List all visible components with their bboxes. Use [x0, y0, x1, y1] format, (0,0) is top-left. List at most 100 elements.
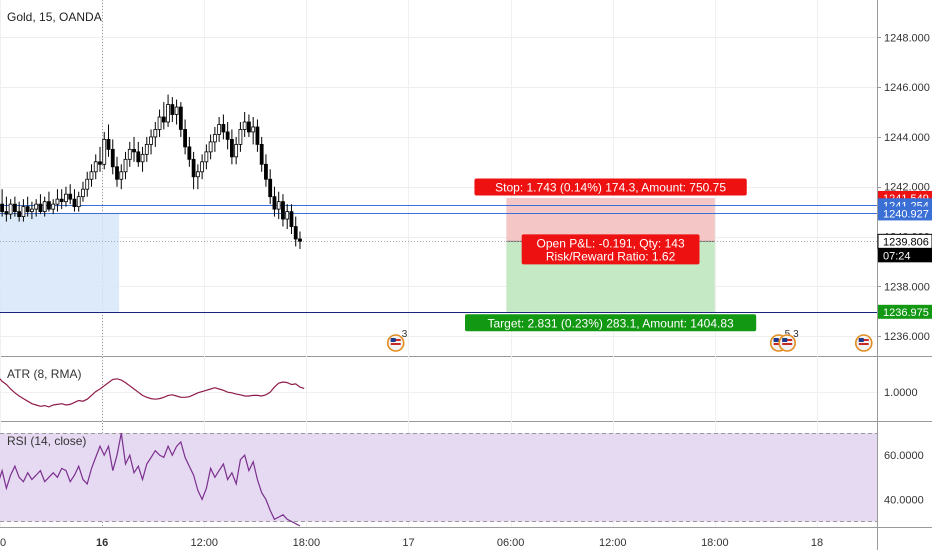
stop-info-badge-background: [474, 178, 747, 196]
candle: [34, 199, 39, 217]
candle: [268, 169, 273, 205]
time-axis-tick-label[interactable]: 16: [96, 537, 108, 549]
candle: [115, 156, 119, 187]
candle-body-down: [264, 163, 268, 180]
candle: [161, 102, 166, 130]
time-axis[interactable]: 00 16 12:00 18:00 17 06:00 12:00 18:00 18: [0, 537, 823, 549]
price-axis-tick-label[interactable]: 1236.000: [884, 331, 930, 343]
candle: [21, 199, 26, 222]
candle-body-up: [89, 171, 94, 180]
candle: [255, 119, 260, 152]
candle: [166, 94, 170, 127]
candle: [72, 189, 77, 212]
candle-body-up: [30, 208, 34, 213]
axis-price-label-background: [878, 206, 932, 221]
candle-body-down: [72, 198, 77, 208]
candle-body-up: [285, 211, 290, 220]
event-flag-canton: [773, 338, 779, 342]
candle-body-down: [59, 198, 64, 203]
candle-body-down: [293, 226, 298, 240]
time-axis-tick-label[interactable]: 18: [811, 537, 823, 549]
candle: [289, 204, 294, 235]
position-labels[interactable]: Stop: 1.743 (0.14%) 174.3, Amount: 750.7…: [386, 178, 873, 352]
time-axis-tick-label[interactable]: 18:00: [293, 537, 321, 549]
axis-price-label-background: [878, 304, 932, 319]
candle-body-down: [268, 178, 273, 198]
price-axis-tick-label[interactable]: 1244.000: [884, 132, 930, 144]
time-axis-tick-label[interactable]: 00: [0, 537, 6, 549]
candle: [123, 151, 128, 180]
candle-body-up: [55, 198, 60, 205]
candle-body-down: [4, 211, 9, 215]
price-axis-tick-label[interactable]: 1242.000: [884, 182, 930, 194]
candle-body-up: [34, 203, 39, 210]
candle-body-down: [12, 203, 17, 213]
candle-body-down: [229, 139, 234, 158]
rsi-axis-tick-label[interactable]: 40.0000: [884, 494, 924, 506]
candle-body-up: [42, 201, 47, 213]
time-axis-tick-label[interactable]: 06:00: [497, 537, 525, 549]
rsi-indicator-title[interactable]: RSI (14, close): [7, 434, 86, 448]
candle-body-down: [255, 126, 260, 145]
candle: [251, 117, 256, 145]
event-flag-canton: [858, 338, 864, 342]
candle: [276, 191, 281, 220]
event-flag-canton: [390, 338, 396, 342]
candle: [174, 99, 179, 125]
axis-price-label[interactable]: 1240.927: [878, 206, 932, 221]
candle-body-up: [238, 129, 243, 145]
candle-body-up: [251, 126, 256, 133]
price-axis-tick-label[interactable]: 1246.000: [884, 82, 930, 94]
candle-body-up: [81, 188, 85, 198]
candle: [204, 144, 209, 170]
rsi-axis-tick-label[interactable]: 60.0000: [884, 450, 924, 462]
economic-event-marker[interactable]: 3: [386, 329, 408, 352]
target-info-badge[interactable]: Target: 2.831 (0.23%) 283.1, Amount: 140…: [464, 314, 757, 332]
time-axis-tick-label[interactable]: 12:00: [190, 537, 218, 549]
price-axis-tick-label[interactable]: 1238.000: [884, 281, 930, 293]
range-box: [0, 213, 120, 312]
atr-indicator-title[interactable]: ATR (8, RMA): [7, 367, 81, 381]
candle-body-down: [170, 104, 175, 115]
axis-price-label-background: [878, 248, 932, 263]
stop-info-badge-text: Stop: 1.743 (0.14%) 174.3, Amount: 750.7…: [495, 180, 726, 194]
time-axis-tick-label[interactable]: 17: [402, 537, 414, 549]
candle: [0, 189, 5, 217]
candle-body-down: [221, 124, 226, 133]
stop-info-badge[interactable]: Stop: 1.743 (0.14%) 174.3, Amount: 750.7…: [474, 178, 747, 196]
time-axis-tick-label[interactable]: 18:00: [701, 537, 729, 549]
candle: [149, 129, 153, 155]
candle: [298, 231, 302, 249]
candle-body-down: [183, 129, 187, 148]
economic-event-marker[interactable]: 3: [778, 329, 799, 352]
pnl-info-badge-background: [521, 234, 700, 265]
axis-price-label[interactable]: 1239.806: [877, 233, 932, 249]
price-axis-tick-label[interactable]: 1248.000: [884, 32, 930, 44]
candle-body-down: [161, 116, 166, 123]
event-count-badge: 3: [402, 329, 408, 340]
candle: [8, 199, 13, 220]
candle: [195, 164, 200, 190]
candle: [59, 189, 64, 210]
candle: [110, 139, 115, 175]
price-axes[interactable]: 1236.0001238.0001240.0001242.0001244.000…: [877, 32, 932, 506]
axis-price-label[interactable]: 07:24: [878, 248, 932, 262]
chart-title[interactable]: Gold, 15, OANDA: [7, 10, 102, 24]
candle: [259, 136, 264, 172]
candle: [89, 164, 94, 187]
candle: [68, 184, 73, 205]
candle-body-down: [289, 211, 294, 227]
candle: [38, 194, 43, 215]
candle-body-up: [157, 116, 162, 130]
candle-body-down: [115, 166, 119, 180]
candle: [93, 154, 98, 180]
candle-body-down: [298, 238, 302, 242]
axis-price-label[interactable]: 1236.975: [878, 304, 932, 319]
time-axis-tick-label[interactable]: 12:00: [599, 537, 627, 549]
candle: [64, 186, 68, 207]
candle: [102, 131, 107, 170]
economic-event-marker[interactable]: [854, 334, 873, 352]
atr-axis-tick-label[interactable]: 1.0000: [884, 387, 918, 399]
